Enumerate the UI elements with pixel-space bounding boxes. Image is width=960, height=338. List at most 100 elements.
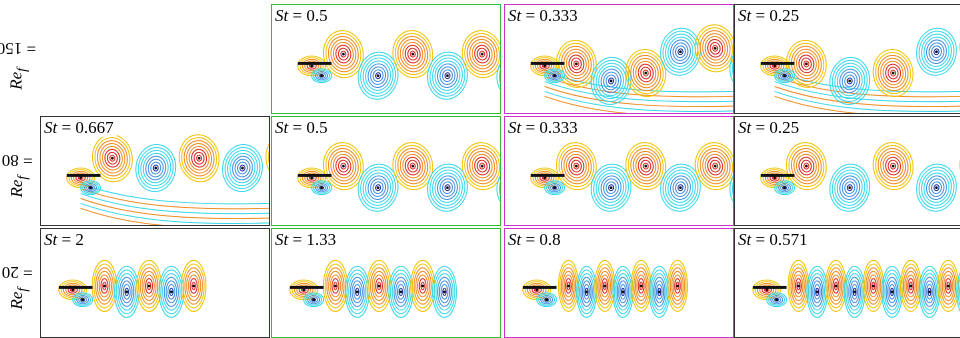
contour-panel: St = 0.8 <box>504 228 734 338</box>
positive-vortex <box>410 259 436 312</box>
strouhal-label: St = 0.5 <box>275 6 331 25</box>
positive-vortex <box>785 39 827 88</box>
negative-vortex <box>431 265 457 318</box>
negative-vortex <box>612 265 634 318</box>
vorticity-contours <box>297 142 500 212</box>
contour-panel: St = 0.5 <box>271 116 501 226</box>
positive-vortex <box>899 259 922 312</box>
plate <box>58 285 93 289</box>
positive-vortex <box>557 259 579 312</box>
negative-vortex <box>916 163 957 212</box>
negative-vortex <box>774 68 795 84</box>
positive-vortex <box>872 49 914 98</box>
negative-vortex <box>496 163 500 212</box>
negative-vortex <box>648 265 670 318</box>
negative-vortex <box>357 163 399 212</box>
positive-vortex <box>555 142 597 191</box>
negative-vortex <box>729 43 733 92</box>
plate <box>297 173 332 177</box>
plate <box>66 173 101 177</box>
positive-vortex <box>522 279 552 301</box>
vorticity-contours <box>58 259 207 318</box>
vorticity-contours <box>760 24 960 113</box>
positive-vortex <box>625 49 667 98</box>
plate <box>297 61 332 65</box>
negative-vortex <box>766 292 788 308</box>
strouhal-label: St = 0.25 <box>738 118 803 137</box>
row-label: Ref = 80 <box>1 151 33 198</box>
plate <box>530 61 565 65</box>
row-label: Ref = 20 <box>1 263 33 310</box>
negative-vortex <box>427 51 468 100</box>
negative-vortex <box>113 265 140 318</box>
negative-vortex <box>829 163 871 212</box>
positive-vortex <box>322 142 364 191</box>
positive-vortex <box>594 259 616 312</box>
negative-vortex <box>576 265 598 318</box>
plate <box>289 285 324 289</box>
plate <box>752 285 787 289</box>
negative-vortex <box>843 265 866 318</box>
vorticity-contours <box>752 259 960 318</box>
negative-vortex <box>80 180 101 196</box>
strouhal-label: St = 2 <box>44 230 87 249</box>
positive-vortex <box>392 30 434 79</box>
contour-panel: St = 0.333 <box>504 4 734 114</box>
positive-vortex <box>785 142 827 191</box>
negative-vortex <box>806 265 828 318</box>
strouhal-label: St = 0.333 <box>508 118 581 137</box>
vorticity-contours <box>530 142 733 212</box>
strouhal-label: St = 0.5 <box>275 118 331 137</box>
positive-vortex <box>366 259 392 312</box>
negative-vortex <box>357 51 399 100</box>
strouhal-label: St = 1.33 <box>275 230 340 249</box>
negative-vortex <box>496 51 500 100</box>
negative-vortex <box>311 68 332 84</box>
negative-vortex <box>590 163 632 212</box>
positive-vortex <box>872 142 914 191</box>
plate <box>760 61 795 65</box>
vorticity-contours <box>66 134 269 225</box>
strouhal-label: St = 0.571 <box>738 230 811 249</box>
vorticity-contours <box>522 259 688 318</box>
negative-vortex <box>222 144 263 193</box>
positive-vortex <box>91 134 133 183</box>
positive-vortex <box>825 259 847 312</box>
contour-panel: St = 0.333 <box>504 116 734 226</box>
negative-vortex <box>72 292 94 308</box>
positive-vortex <box>461 30 500 79</box>
negative-vortex <box>829 56 871 105</box>
negative-vortex <box>303 292 325 308</box>
negative-vortex <box>158 265 185 318</box>
negative-vortex <box>388 265 414 318</box>
negative-vortex <box>881 265 903 318</box>
negative-vortex <box>660 27 701 76</box>
positive-vortex <box>555 39 597 88</box>
positive-vortex <box>265 134 269 183</box>
positive-vortex <box>392 142 434 191</box>
positive-vortex <box>937 259 960 312</box>
negative-vortex <box>660 163 701 212</box>
positive-vortex <box>666 259 688 312</box>
positive-vortex <box>322 259 348 312</box>
contour-panel: St = 0.571 <box>734 228 960 338</box>
positive-vortex <box>136 259 162 312</box>
positive-vortex <box>91 259 118 312</box>
positive-vortex <box>862 259 885 312</box>
negative-vortex <box>729 163 733 212</box>
strouhal-label: St = 0.333 <box>508 6 581 25</box>
vorticity-contours <box>760 142 960 212</box>
contour-panel: St = 0.5 <box>271 4 501 114</box>
negative-vortex <box>536 292 558 308</box>
negative-vortex <box>135 144 177 193</box>
positive-vortex <box>787 259 810 312</box>
contour-panel: St = 0.667 <box>40 116 270 226</box>
negative-vortex <box>774 180 795 196</box>
vorticity-contours <box>530 24 733 113</box>
positive-vortex <box>180 259 207 312</box>
negative-vortex <box>918 265 941 318</box>
contour-panel: St = 0.25 <box>734 116 960 226</box>
contour-panel: St = 2 <box>40 228 270 338</box>
positive-vortex <box>694 142 733 191</box>
contour-panel: St = 1.33 <box>271 228 501 338</box>
